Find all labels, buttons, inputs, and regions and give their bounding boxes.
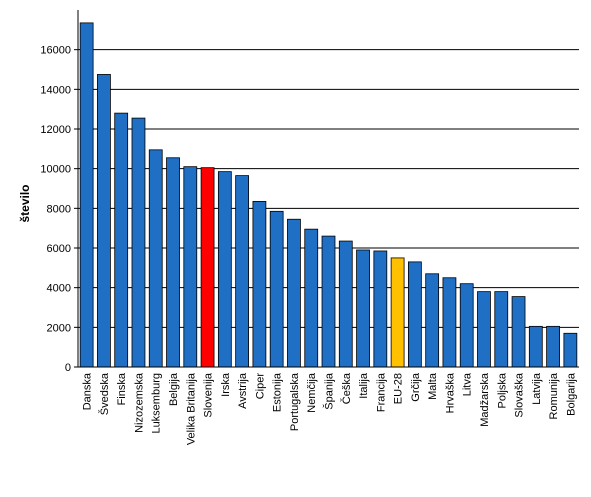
bar-poljska (494, 291, 509, 368)
x-tick-label-nemčija: Nemčija (306, 372, 318, 413)
x-tick-label-malta: Malta (427, 372, 439, 400)
x-tick-label-italija: Italija (358, 372, 370, 399)
bar-nemčija (304, 228, 319, 368)
bar-francija (373, 250, 388, 368)
bar-estonija (269, 210, 284, 368)
axes (77, 10, 579, 368)
x-tick-label-luksemburg: Luksemburg (151, 373, 163, 434)
x-tick-label-nizozemska: Nizozemska (133, 372, 145, 433)
x-tick-label-belgija: Belgija (168, 372, 180, 406)
bar-slovenija (200, 167, 215, 368)
bar-malta (425, 273, 440, 368)
bar-romunija (546, 325, 560, 368)
bar-španija (321, 235, 336, 368)
y-tick-label-12000: 12000 (40, 124, 71, 136)
y-tick-label-16000: 16000 (40, 45, 71, 57)
bar-avstrija (235, 175, 249, 368)
x-tick-label-poljska: Poljska (496, 372, 508, 408)
x-tick-label-finska: Finska (116, 372, 128, 405)
bar-švedska (97, 74, 111, 368)
x-tick-label-slovenija: Slovenija (203, 372, 215, 418)
x-tick-label-grčija: Grčija (410, 372, 422, 402)
y-tick-label-14000: 14000 (40, 84, 71, 96)
x-tick-label-velika-britanija: Velika Britanija (185, 372, 197, 445)
bar-luksemburg (148, 149, 163, 368)
x-tick-label-bolgarija: Bolgarija (565, 372, 577, 416)
x-tick-label-francija: Francija (375, 372, 387, 412)
bar-danska (79, 22, 94, 368)
x-tick-label-litva: Litva (462, 372, 474, 396)
y-tick-labels: 0 2000 4000 6000 8000 10000 12000 14000 16000 (40, 45, 78, 374)
y-tick-label-6000: 6000 (47, 243, 71, 255)
x-tick-label-romunija: Romunija (548, 372, 560, 419)
y-tick-label-0: 0 (65, 362, 71, 374)
y-tick-label-8000: 8000 (47, 203, 71, 215)
bars (79, 22, 578, 368)
x-tick-label-madžarska: Madžarska (479, 372, 491, 427)
x-tick-label-ciper: Ciper (254, 373, 266, 400)
bar-velika-britanija (183, 166, 198, 368)
bar-slovaška (511, 296, 526, 368)
x-tick-label-danska: Danska (82, 372, 94, 410)
bar-litva (459, 283, 474, 368)
bar-italija (356, 249, 370, 368)
x-tick-label-švedska: Švedska (98, 372, 111, 415)
bar-belgija (166, 157, 180, 368)
x-tick-label-irska: Irska (220, 372, 232, 397)
bar-latvija (528, 325, 543, 368)
x-tick-label-avstrija: Avstrija (237, 372, 249, 409)
y-axis-title: število (18, 184, 32, 222)
y-tick-label-10000: 10000 (40, 164, 71, 176)
bar-grčija (407, 261, 422, 368)
bar-eu-28 (390, 257, 405, 368)
bar-nizozemska (131, 117, 146, 368)
x-tick-label-latvija: Latvija (531, 372, 543, 405)
x-tick-labels: Danska Švedska Finska Nizozemska Luksemburg B… (82, 372, 578, 445)
bar-bolgarija (563, 332, 578, 368)
y-tick-label-2000: 2000 (47, 322, 71, 334)
bar-portugalska (287, 218, 301, 368)
bar-hrvaška (442, 277, 457, 368)
bar-ciper (252, 200, 267, 368)
x-tick-label-eu-28: EU-28 (393, 373, 405, 404)
bar-irska (217, 171, 232, 368)
bar-češka (338, 240, 353, 368)
x-tick-label-slovaška: Slovaška (514, 372, 526, 418)
x-tick-label-češka: Češka (340, 372, 353, 404)
x-tick-label-portugalska: Portugalska (289, 372, 301, 431)
x-tick-label-estonija: Estonija (272, 372, 284, 412)
y-tick-label-4000: 4000 (47, 283, 71, 295)
x-tick-label-španija: Španija (323, 372, 336, 410)
bar-finska (114, 112, 129, 368)
x-tick-label-hrvaška: Hrvaška (444, 372, 456, 413)
bar-madžarska (477, 291, 491, 368)
